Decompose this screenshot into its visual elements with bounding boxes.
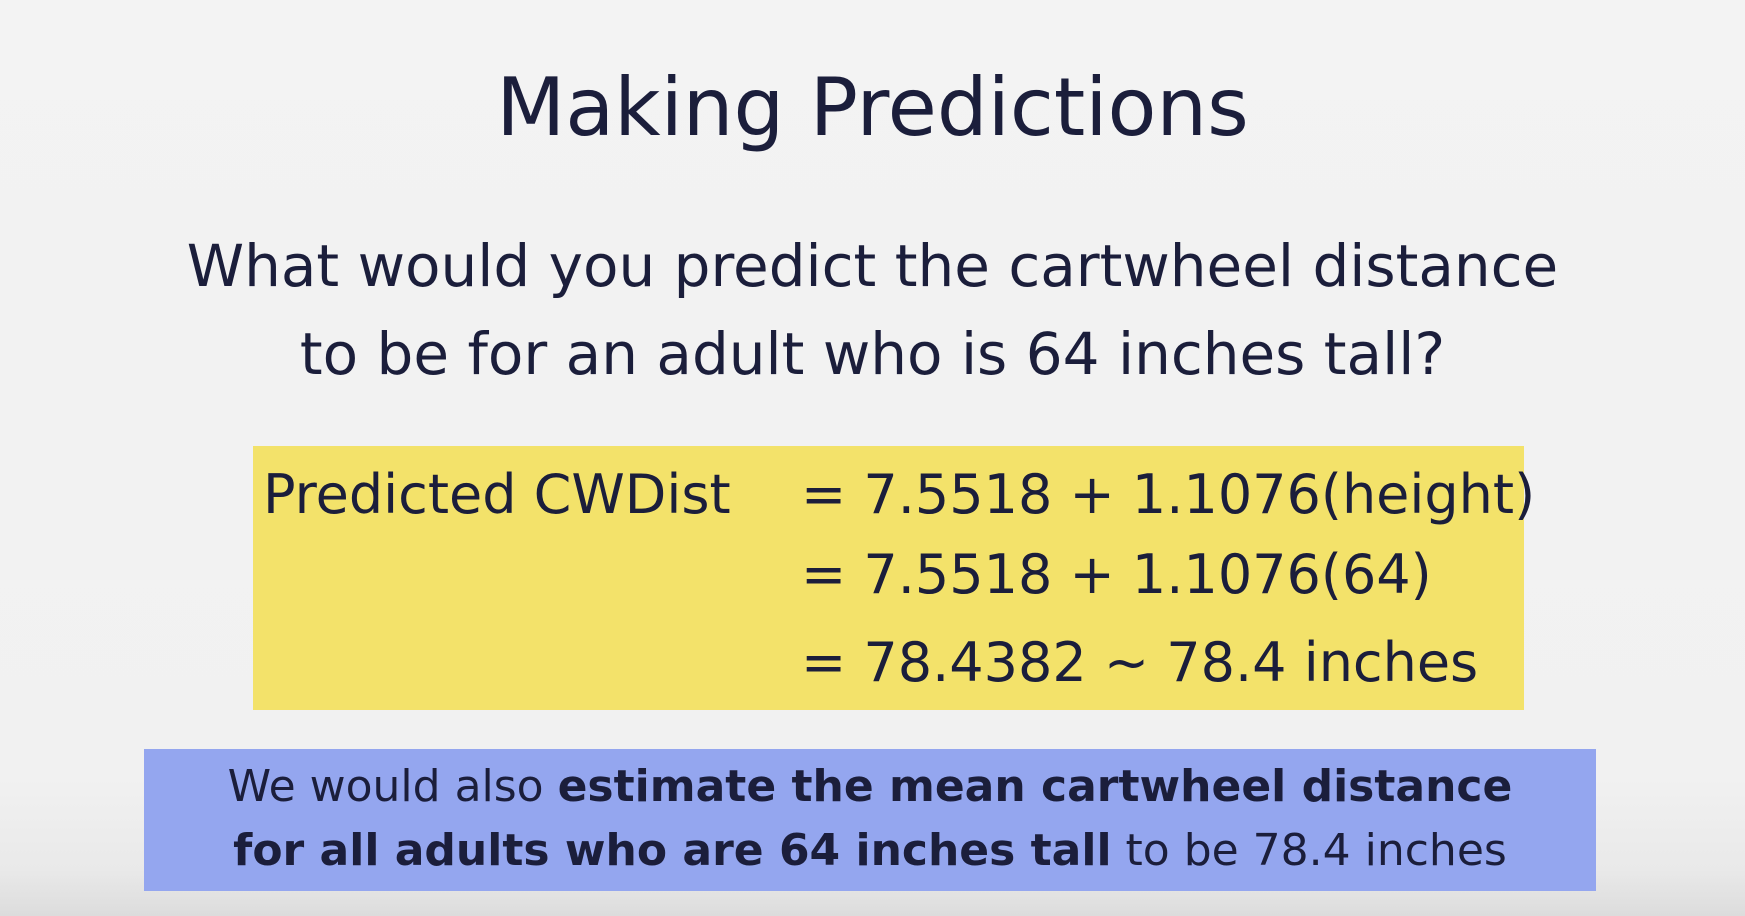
note-line-1-plain: We would also bbox=[227, 761, 558, 812]
formula-line-2: = 7.5518 + 1.1076(64) bbox=[801, 543, 1432, 606]
question-line-1: What would you predict the cartwheel dis… bbox=[186, 232, 1559, 300]
note-line-2: for all adults who are 64 inches tall to… bbox=[144, 819, 1596, 883]
formula-label: Predicted CWDist bbox=[263, 463, 731, 526]
note-line-1: We would also estimate the mean cartwhee… bbox=[144, 755, 1596, 819]
note-box: We would also estimate the mean cartwhee… bbox=[144, 749, 1596, 891]
note-line-2-bold: for all adults who are 64 inches tall bbox=[233, 825, 1112, 876]
question-line-2: to be for an adult who is 64 inches tall… bbox=[299, 320, 1446, 388]
note-line-2-plain: to be 78.4 inches bbox=[1111, 825, 1507, 876]
question-text: What would you predict the cartwheel dis… bbox=[150, 222, 1595, 398]
formula-line-3: = 78.4382 ~ 78.4 inches bbox=[801, 631, 1479, 694]
note-line-1-bold: estimate the mean cartwheel distance bbox=[557, 761, 1513, 812]
formula-line-1: = 7.5518 + 1.1076(height) bbox=[801, 463, 1536, 526]
formula-box: Predicted CWDist = 7.5518 + 1.1076(heigh… bbox=[253, 446, 1535, 710]
slide-title: Making Predictions bbox=[496, 61, 1249, 154]
